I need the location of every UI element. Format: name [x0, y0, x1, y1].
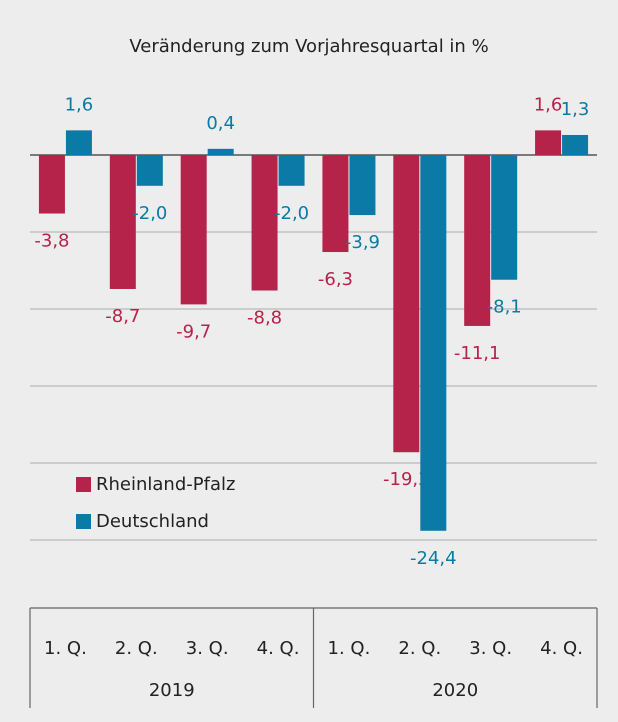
bar [109, 155, 136, 289]
chart-title: Veränderung zum Vorjahresquartal in % [129, 36, 488, 57]
x-tick-label: 1. Q. [328, 638, 371, 659]
value-label: -19,3 [383, 469, 430, 490]
bar [535, 130, 562, 155]
bar [207, 148, 234, 155]
bar [136, 155, 163, 186]
bar [251, 155, 278, 291]
bar [180, 155, 207, 305]
value-label: -6,3 [318, 269, 353, 290]
value-label: -3,9 [345, 232, 380, 253]
x-tick-label: 2. Q. [398, 638, 441, 659]
bar [393, 155, 420, 453]
value-label: -8,1 [487, 297, 522, 318]
value-label: -3,8 [34, 231, 69, 252]
value-label: 1,3 [561, 99, 590, 120]
legend-swatch [76, 477, 91, 492]
bar [322, 155, 349, 253]
legend-swatch [76, 514, 91, 529]
year-label: 2020 [432, 680, 478, 701]
legend-label: Deutschland [96, 511, 209, 532]
value-label: 0,4 [206, 113, 235, 134]
bar [65, 130, 92, 155]
value-label: -11,1 [454, 343, 501, 364]
x-tick-label: 4. Q. [257, 638, 300, 659]
value-label: 1,6 [534, 94, 563, 115]
value-label: -8,7 [105, 306, 140, 327]
value-label: 1,6 [65, 94, 94, 115]
bar [491, 155, 518, 280]
bar [278, 155, 305, 186]
x-tick-label: 1. Q. [44, 638, 87, 659]
bar [38, 155, 65, 214]
value-label: -9,7 [176, 321, 211, 342]
x-tick-label: 4. Q. [540, 638, 583, 659]
value-label: -2,0 [132, 203, 167, 224]
x-tick-label: 2. Q. [115, 638, 158, 659]
value-label: -8,8 [247, 308, 282, 329]
legend-label: Rheinland-Pfalz [96, 474, 235, 495]
bar [562, 134, 589, 155]
bar [349, 155, 376, 216]
value-label: -2,0 [274, 203, 309, 224]
bar [420, 155, 447, 531]
bar [464, 155, 491, 326]
x-tick-label: 3. Q. [186, 638, 229, 659]
value-label: -24,4 [410, 548, 457, 569]
x-tick-label: 3. Q. [469, 638, 512, 659]
year-label: 2019 [149, 680, 195, 701]
